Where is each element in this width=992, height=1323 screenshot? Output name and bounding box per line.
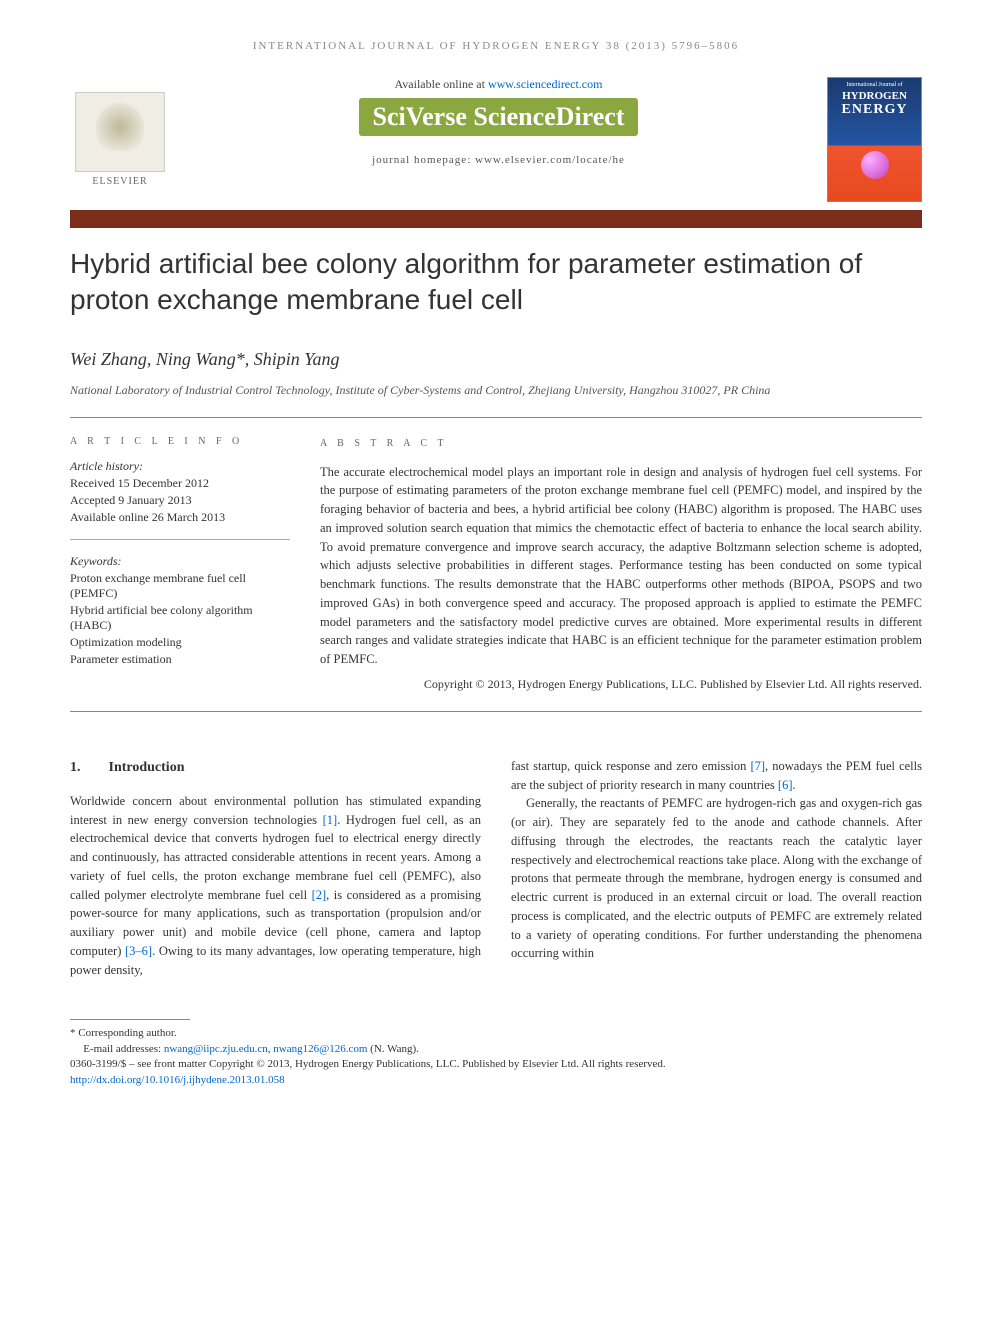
ref-1[interactable]: [1] xyxy=(323,813,338,827)
ref-3-6[interactable]: [3–6] xyxy=(125,944,152,958)
ref-6[interactable]: [6] xyxy=(778,778,793,792)
column-right: fast startup, quick response and zero em… xyxy=(511,757,922,980)
c2t1: fast startup, quick response and zero em… xyxy=(511,759,750,773)
doi-link[interactable]: http://dx.doi.org/10.1016/j.ijhydene.201… xyxy=(70,1074,285,1086)
ref-2[interactable]: [2] xyxy=(312,888,327,902)
brown-divider-bar xyxy=(70,210,922,228)
abstract-heading: A B S T R A C T xyxy=(320,436,922,451)
online-date: Available online 26 March 2013 xyxy=(70,510,290,525)
affiliation: National Laboratory of Industrial Contro… xyxy=(70,382,922,399)
email-1[interactable]: nwang@iipc.zju.edu.cn xyxy=(164,1043,268,1055)
rule-bottom xyxy=(70,711,922,712)
elsevier-tree-icon xyxy=(75,92,165,172)
keyword-4: Parameter estimation xyxy=(70,652,290,667)
abstract-block: A B S T R A C T The accurate electrochem… xyxy=(320,436,922,693)
keyword-1: Proton exchange membrane fuel cell (PEMF… xyxy=(70,571,290,601)
cover-hydrogen: HYDROGEN xyxy=(832,90,917,102)
article-info-block: A R T I C L E I N F O Article history: R… xyxy=(70,436,290,693)
center-banner: Available online at www.sciencedirect.co… xyxy=(170,77,827,166)
elsevier-label: ELSEVIER xyxy=(92,176,147,187)
cover-energy: ENERGY xyxy=(832,102,917,118)
article-title: Hybrid artificial bee colony algorithm f… xyxy=(70,246,922,319)
sciverse-logo: SciVerse ScienceDirect xyxy=(359,98,639,136)
ref-7[interactable]: [7] xyxy=(750,759,765,773)
footnotes: * Corresponding author. E-mail addresses… xyxy=(70,1026,922,1088)
col1-para1: Worldwide concern about environmental po… xyxy=(70,792,481,980)
corresponding-author: * Corresponding author. xyxy=(70,1026,922,1041)
elsevier-logo: ELSEVIER xyxy=(70,77,170,187)
abstract-text: The accurate electrochemical model plays… xyxy=(320,463,922,669)
available-prefix: Available online at xyxy=(395,77,488,91)
running-header: INTERNATIONAL JOURNAL OF HYDROGEN ENERGY… xyxy=(70,40,922,52)
section-1-heading: 1. Introduction xyxy=(70,757,481,778)
column-left: 1. Introduction Worldwide concern about e… xyxy=(70,757,481,980)
email-label: E-mail addresses: xyxy=(83,1043,164,1055)
col2-para1: fast startup, quick response and zero em… xyxy=(511,757,922,795)
issn-line: 0360-3199/$ – see front matter Copyright… xyxy=(70,1057,922,1072)
email-line: E-mail addresses: nwang@iipc.zju.edu.cn,… xyxy=(70,1042,922,1057)
history-label: Article history: xyxy=(70,459,290,474)
email-suffix: (N. Wang). xyxy=(367,1043,418,1055)
available-online: Available online at www.sciencedirect.co… xyxy=(190,77,807,92)
received-date: Received 15 December 2012 xyxy=(70,476,290,491)
top-banner: ELSEVIER Available online at www.science… xyxy=(70,77,922,202)
keyword-3: Optimization modeling xyxy=(70,635,290,650)
article-info-heading: A R T I C L E I N F O xyxy=(70,436,290,447)
keyword-2: Hybrid artificial bee colony algorithm (… xyxy=(70,603,290,633)
sciencedirect-link[interactable]: www.sciencedirect.com xyxy=(488,77,603,91)
journal-homepage: journal homepage: www.elsevier.com/locat… xyxy=(190,154,807,166)
footnote-rule xyxy=(70,1019,190,1020)
keywords-label: Keywords: xyxy=(70,554,290,569)
abstract-copyright: Copyright © 2013, Hydrogen Energy Public… xyxy=(320,675,922,693)
cover-orb-icon xyxy=(861,151,889,179)
section-1-title: Introduction xyxy=(109,760,185,775)
c2t3: . xyxy=(793,778,796,792)
cover-small-title: International Journal of xyxy=(832,82,917,88)
accepted-date: Accepted 9 January 2013 xyxy=(70,493,290,508)
homepage-prefix: journal homepage: xyxy=(372,154,475,166)
homepage-url[interactable]: www.elsevier.com/locate/he xyxy=(475,154,625,166)
authors: Wei Zhang, Ning Wang*, Shipin Yang xyxy=(70,349,922,370)
col2-para2: Generally, the reactants of PEMFC are hy… xyxy=(511,794,922,963)
email-2[interactable]: nwang126@126.com xyxy=(273,1043,367,1055)
body-columns: 1. Introduction Worldwide concern about e… xyxy=(70,757,922,980)
journal-cover-thumbnail: International Journal of HYDROGEN ENERGY xyxy=(827,77,922,202)
section-1-num: 1. xyxy=(70,760,81,775)
